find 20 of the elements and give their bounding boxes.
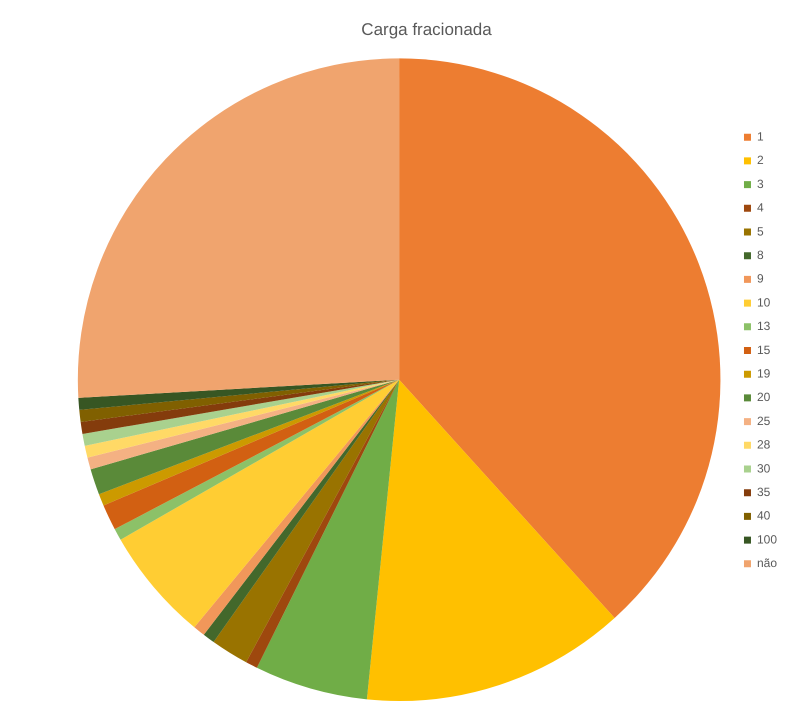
legend-label: 13 — [756, 319, 771, 334]
legend-label: 28 — [756, 438, 771, 452]
legend-label: 40 — [756, 508, 771, 523]
legend-label: 5 — [756, 224, 764, 238]
legend-label: 9 — [756, 272, 764, 286]
legend-label: 10 — [756, 295, 771, 310]
chart-title: Carga fracionada — [361, 20, 492, 39]
legend-label: 4 — [756, 200, 764, 215]
legend-label: 35 — [756, 485, 771, 500]
legend-label: 20 — [756, 390, 771, 404]
legend-label: 1 — [756, 130, 764, 144]
legend-label: 25 — [756, 414, 771, 428]
legend-label: 8 — [756, 248, 764, 262]
legend-label: 30 — [756, 461, 771, 476]
legend-label: 2 — [756, 153, 764, 168]
legend-label: 15 — [756, 342, 771, 357]
legend-label: 19 — [756, 366, 771, 381]
legend-label: 3 — [756, 176, 764, 191]
legend-label: 100 — [756, 532, 778, 546]
legend-label: não — [756, 556, 778, 570]
